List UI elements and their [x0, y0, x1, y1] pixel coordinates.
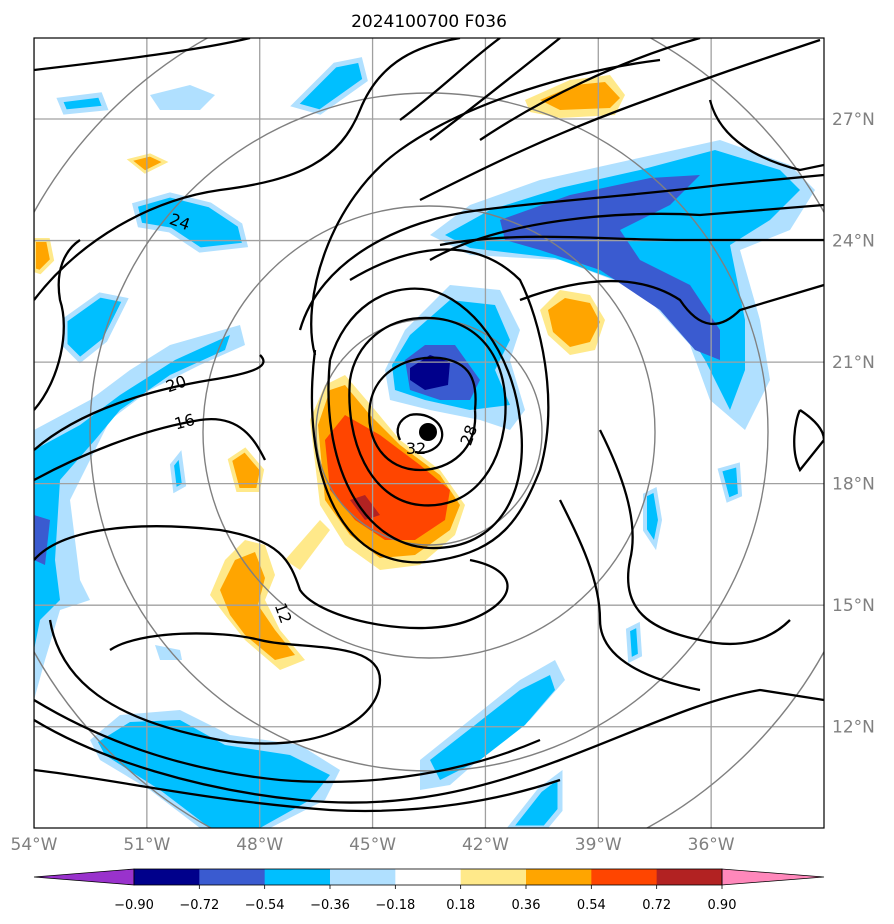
colorbar-swatch [591, 869, 658, 885]
y-tick-label: 15°N [832, 596, 875, 616]
y-tick-label: 12°N [832, 718, 875, 738]
colorbar-label: −0.36 [310, 898, 350, 913]
map-panel: 32 28 24 20 16 12 [33, 37, 825, 829]
shade-se-strip-mid [430, 675, 555, 780]
shade-pos-ne-mid [548, 298, 600, 347]
colorbar-swatch [264, 869, 331, 885]
colorbar-swatch [330, 869, 396, 885]
contour-line-ne-corner [708, 99, 824, 172]
shade-pos-top-mid [540, 82, 620, 110]
y-tick-label: 24°N [832, 232, 875, 252]
shade-s-band-mid [98, 720, 330, 828]
shade-small-2 [717, 462, 743, 503]
colorbar-frame [133, 868, 723, 886]
y-tick-label: 27°N [832, 110, 875, 130]
colorbar-label: −0.90 [114, 898, 154, 913]
y-tick-label: 18°N [832, 475, 875, 495]
contour-line-far-east [793, 409, 824, 473]
contour-line-nw-arc [310, 58, 661, 356]
colorbar-label: −0.54 [245, 898, 285, 913]
colorbar-swatch [460, 869, 527, 885]
colorbar-label: 0.36 [512, 898, 541, 913]
x-tick-label: 45°W [349, 835, 396, 855]
contour-line-w-16 [34, 417, 267, 482]
shade-nw-strip [62, 292, 129, 364]
y-tick-labels: 12°N 15°N 18°N 21°N 24°N 27°N [832, 110, 875, 738]
shade-n-blob-1 [290, 57, 368, 115]
colorbar-swatch [199, 869, 266, 885]
contour-label-16: 16 [172, 410, 197, 434]
range-ring-2 [202, 205, 656, 659]
contour-line-20 [310, 248, 550, 564]
contour-line-west-loop [34, 239, 81, 411]
contour-line-28a [368, 356, 477, 472]
map-frame [33, 37, 825, 829]
contour-line-sw-loop [34, 525, 509, 630]
y-tick-label: 21°N [832, 353, 875, 373]
contour-line-16 [298, 173, 824, 331]
x-tick-label: 42°W [462, 835, 509, 855]
shade-n-blob-3 [56, 92, 109, 115]
colorbar-swatch [395, 869, 462, 885]
shade-eye-core [410, 355, 450, 390]
storm-center-marker [419, 423, 437, 441]
colorbar-label: 0.18 [446, 898, 475, 913]
shade-pos-link [285, 520, 330, 570]
x-tick-label: 39°W [575, 835, 622, 855]
x-tick-label: 48°W [236, 835, 283, 855]
contour-line-eye-arc [439, 235, 824, 247]
colorbar-label: 0.72 [642, 898, 671, 913]
contour-label-32: 32 [406, 439, 426, 458]
shade-small-4 [625, 621, 643, 664]
contour-line-28b [348, 316, 507, 507]
contour-line-n-1 [399, 38, 501, 121]
shade-w-band-dark [34, 515, 50, 565]
colorbar: −0.90 −0.72 −0.54 −0.36 −0.18 0.18 0.36 0.54 0.7… [33, 868, 825, 913]
chart-title: 2024100700 F036 [351, 12, 507, 32]
colorbar-label: 0.90 [708, 898, 737, 913]
shade-se-blob [506, 770, 563, 828]
colorbar-extend-high [721, 868, 825, 886]
colorbar-label: 0.54 [577, 898, 606, 913]
colorbar-extend-low [33, 868, 135, 886]
shade-small-3 [169, 450, 187, 494]
shade-pos-sw-mid [220, 552, 295, 660]
contour-line-inner-arc [429, 203, 824, 261]
contour-line-w-20 [34, 354, 265, 451]
x-tick-labels: 54°W 51°W 48°W 45°W 42°W 39°W 36°W [11, 835, 735, 855]
x-tick-label: 54°W [11, 835, 58, 855]
contour-line-32 [396, 413, 444, 454]
contour-line-east-1 [598, 429, 791, 646]
contour-line-south-1 [34, 688, 824, 804]
x-tick-label: 51°W [123, 835, 170, 855]
contour-line-12 [34, 768, 561, 813]
colorbar-swatch [656, 869, 723, 885]
contour-line-south-3 [48, 619, 382, 745]
contour-line-nw-outer [34, 38, 461, 301]
contour-line-south-2 [34, 699, 541, 784]
contour-line-ne-arc [519, 279, 824, 325]
shade-small-1 [643, 487, 663, 551]
colorbar-swatch [134, 869, 200, 885]
contour-line-n-2 [429, 38, 561, 141]
contour-line-n-3 [479, 38, 701, 141]
shade-n-blob-2 [150, 85, 215, 110]
colorbar-label: −0.18 [375, 898, 415, 913]
contour-line-24 [327, 287, 524, 550]
contour-line-top-edge [34, 38, 251, 72]
contour-lines [34, 38, 824, 813]
colorbar-label: −0.72 [179, 898, 219, 913]
colorbar-swatch [526, 869, 592, 885]
shade-w-band-outer [34, 325, 245, 700]
contour-line-n-4 [419, 38, 821, 202]
range-ring-3 [89, 92, 769, 772]
x-tick-label: 36°W [688, 835, 735, 855]
contour-line-east-2 [558, 499, 701, 692]
